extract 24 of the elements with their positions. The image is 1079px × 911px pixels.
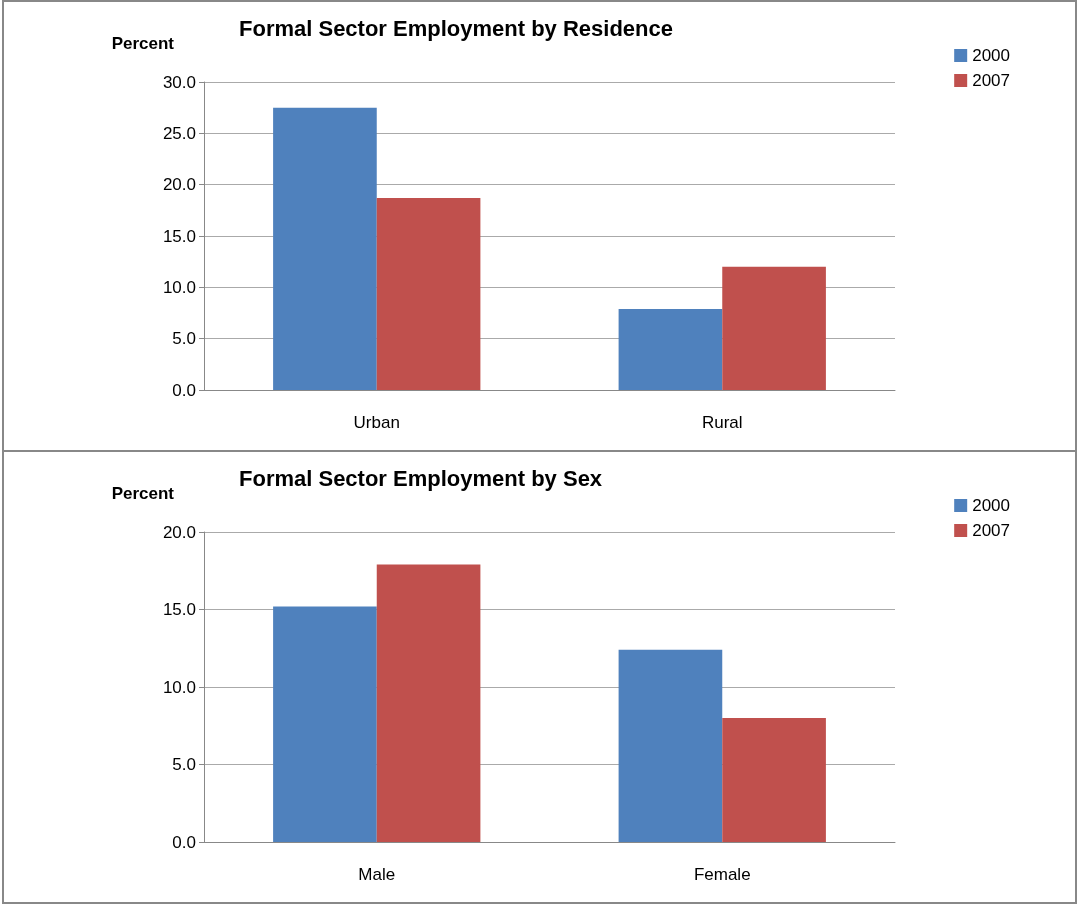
x-tick-label: Male xyxy=(358,865,396,884)
legend-label: 2000 xyxy=(972,46,1011,65)
legend-label: 2007 xyxy=(972,71,1011,90)
legend-label: 2007 xyxy=(972,521,1011,540)
y-axis-title: Percent xyxy=(111,34,175,53)
chart-title: Formal Sector Employment by Sex xyxy=(239,465,603,491)
x-tick-label: Female xyxy=(693,865,751,884)
x-tick-label: Rural xyxy=(701,413,743,432)
y-tick-label: 10.0 xyxy=(162,677,196,697)
y-tick-label: 5.0 xyxy=(172,329,196,349)
y-tick-label: 5.0 xyxy=(172,755,196,774)
y-tick-label: 15.0 xyxy=(162,600,196,619)
y-tick-label: 25.0 xyxy=(162,123,196,143)
y-tick-label: 20.0 xyxy=(162,522,196,542)
chart-title: Formal Sector Employment by Residence xyxy=(239,15,674,41)
y-tick-label: 0.0 xyxy=(172,380,196,400)
y-tick-label: 15.0 xyxy=(162,226,196,246)
y-tick-label: 10.0 xyxy=(162,277,196,297)
x-tick-label: Urban xyxy=(353,413,400,432)
y-tick-label: 20.0 xyxy=(162,175,196,195)
y-axis-title: Percent xyxy=(111,484,175,503)
y-tick-label: 30.0 xyxy=(162,72,196,92)
y-tick-label: 0.0 xyxy=(172,832,196,852)
legend-label: 2000 xyxy=(972,496,1011,515)
